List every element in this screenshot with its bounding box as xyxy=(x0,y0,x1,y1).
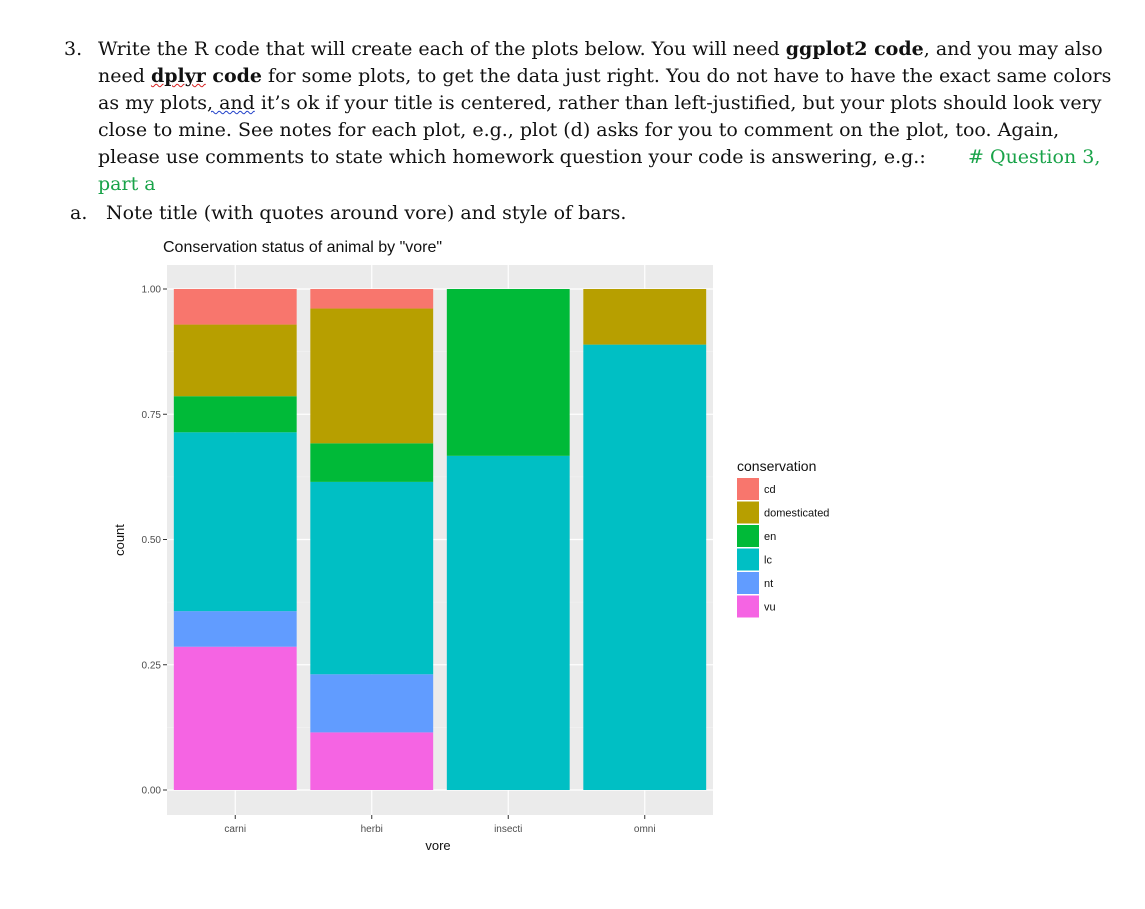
x-axis: carni herbi insecti omni xyxy=(224,815,656,835)
y-tick-label: 0.25 xyxy=(142,660,162,671)
question-body: Write the R code that will create each o… xyxy=(98,36,1124,198)
legend-label-vu: vu xyxy=(764,602,776,614)
part-a: a. Note title (with quotes around vore) a… xyxy=(70,202,626,224)
x-axis-label: vore xyxy=(425,838,450,853)
bar-segment-carni-nt xyxy=(173,611,297,647)
code-word: code xyxy=(205,65,263,87)
legend-label-cd: cd xyxy=(764,484,776,496)
bar-segment-herbi-en xyxy=(310,443,434,482)
y-axis: 0.00 0.25 0.50 0.75 1.00 xyxy=(142,285,167,797)
y-tick-label: 0.50 xyxy=(142,535,162,546)
code-example: # Question 3, part a xyxy=(98,146,1101,195)
dplyr-code-bold: dplyr code xyxy=(151,65,262,87)
bar-segment-carni-cd xyxy=(173,289,297,325)
y-tick-label: 0.75 xyxy=(142,410,162,421)
question-text-1: Write the R code that will create each o… xyxy=(98,38,786,60)
bar-segment-insecti-lc xyxy=(446,455,570,790)
ggplot2-code-bold: ggplot2 code xyxy=(785,38,924,60)
bar-segment-insecti-en xyxy=(446,289,570,456)
legend-swatch-nt xyxy=(737,572,759,594)
y-tick-label: 1.00 xyxy=(142,285,162,296)
question-3: 3. Write the R code that will create eac… xyxy=(64,36,1124,198)
bar-segment-omni-lc xyxy=(583,344,707,790)
legend-swatch-cd xyxy=(737,478,759,500)
legend-label-en: en xyxy=(764,531,776,543)
legend-swatch-vu xyxy=(737,595,759,618)
bar-segment-carni-vu xyxy=(173,646,297,790)
legend-label-lc: lc xyxy=(764,555,772,567)
question-number: 3. xyxy=(64,38,83,60)
question-text-3b: , and xyxy=(206,92,255,114)
y-axis-label: count xyxy=(112,524,127,556)
legend-label-domesticated: domesticated xyxy=(764,508,829,520)
bar-segment-herbi-vu xyxy=(310,732,434,790)
bars xyxy=(173,289,707,790)
question-text-4: it’s ok if your title is centered, rathe… xyxy=(98,92,1102,168)
dplyr-word: dplyr xyxy=(150,65,206,87)
bar-segment-carni-lc xyxy=(173,432,297,612)
legend-swatch-en xyxy=(737,525,759,547)
question-text-3: for some plots, to get the data just rig… xyxy=(98,65,1112,114)
legend-swatch-domesticated xyxy=(737,501,759,524)
bar-segment-herbi-lc xyxy=(310,481,434,675)
legend-label-nt: nt xyxy=(764,578,773,590)
x-tick-label: omni xyxy=(634,824,656,835)
legend-swatch-lc xyxy=(737,548,759,571)
bar-segment-omni-domesticated xyxy=(583,289,707,345)
legend: cd domesticated en lc nt vu xyxy=(737,478,829,618)
bar-segment-carni-en xyxy=(173,396,297,433)
x-tick-label: carni xyxy=(224,824,246,835)
bar-segment-herbi-nt xyxy=(310,674,434,733)
question-text-2: , and you may also need xyxy=(98,38,1103,87)
x-tick-label: insecti xyxy=(494,824,522,835)
bar-segment-carni-domesticated xyxy=(173,324,297,397)
legend-title: conservation xyxy=(737,458,816,474)
chart-title: Conservation status of animal by "vore" xyxy=(163,239,442,256)
part-a-text: Note title (with quotes around vore) and… xyxy=(106,202,627,224)
bar-segment-herbi-cd xyxy=(310,289,434,309)
part-a-label: a. xyxy=(70,202,88,224)
y-tick-label: 0.00 xyxy=(142,786,162,797)
x-tick-label: herbi xyxy=(361,824,383,835)
bar-segment-herbi-domesticated xyxy=(310,308,434,444)
